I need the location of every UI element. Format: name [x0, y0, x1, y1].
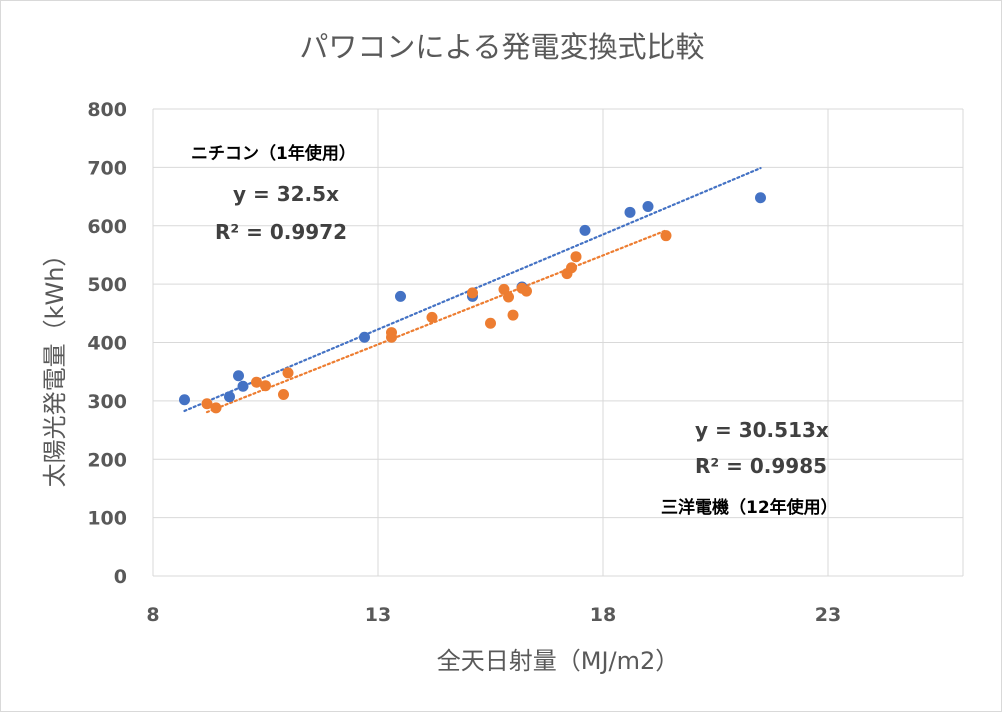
- series-1-point: [624, 206, 636, 218]
- y-tick-label: 700: [87, 157, 127, 179]
- y-tick-label: 800: [87, 99, 127, 121]
- series-2-point: [210, 402, 222, 414]
- grid-layer: [152, 108, 964, 577]
- series-1-point: [224, 391, 235, 403]
- series-2-point: [201, 398, 213, 410]
- series-1-r2: R² = 0.9972: [215, 220, 347, 244]
- series-2-point: [282, 367, 294, 379]
- x-tick-label: 18: [590, 604, 616, 626]
- x-tick-label: 13: [365, 604, 391, 626]
- series-1-point: [395, 290, 406, 302]
- series-1-label: ニチコン（1年使用）: [191, 143, 356, 164]
- y-tick-label: 500: [87, 274, 127, 296]
- y-tick-label: 0: [114, 566, 127, 588]
- y-axis-title: 太陽光発電量（kWh）: [41, 243, 69, 488]
- series-1-point: [237, 380, 249, 392]
- y-tick-label: 400: [87, 333, 127, 355]
- chart-title: パワコンによる発電変換式比較: [299, 30, 704, 64]
- series-2-equation: y = 30.513x: [695, 418, 829, 442]
- series-1-point: [579, 224, 591, 236]
- series-1-point: [179, 394, 190, 406]
- series-1-point: [755, 192, 766, 204]
- series-2-point: [260, 380, 271, 392]
- series-2-point: [251, 376, 262, 388]
- x-tick-label: 23: [815, 604, 841, 626]
- series-2-point: [278, 388, 289, 400]
- series-1-point: [359, 331, 370, 343]
- x-tick-label: 8: [146, 604, 159, 626]
- point-layer: [179, 192, 766, 414]
- series-2-point: [467, 287, 478, 299]
- y-tick-label: 100: [87, 508, 127, 530]
- series-2-point: [426, 311, 438, 323]
- series-2-point: [570, 251, 582, 263]
- tick-label-layer: 0 100 200 300 400 500 600 700 800 8 13 18 23: [87, 99, 841, 626]
- series-2-point: [566, 262, 577, 274]
- y-tick-label: 300: [87, 391, 127, 413]
- y-tick-label: 200: [87, 449, 127, 471]
- series-2-trendline: [205, 229, 668, 414]
- series-2-point: [485, 317, 496, 329]
- series-1-point: [233, 370, 244, 382]
- series-2-point: [503, 291, 514, 303]
- series-1-equation: y = 32.5x: [233, 182, 339, 206]
- series-1-point: [642, 200, 654, 212]
- series-2-point: [660, 230, 672, 242]
- series-2-point: [386, 327, 397, 339]
- series-2-r2: R² = 0.9985: [695, 454, 827, 478]
- series-2-point: [507, 309, 519, 321]
- x-axis-title: 全天日射量（MJ/m2）: [437, 647, 680, 675]
- series-2-label: 三洋電機（12年使用）: [661, 497, 838, 518]
- y-tick-label: 600: [87, 216, 127, 238]
- series-2-point: [521, 285, 532, 297]
